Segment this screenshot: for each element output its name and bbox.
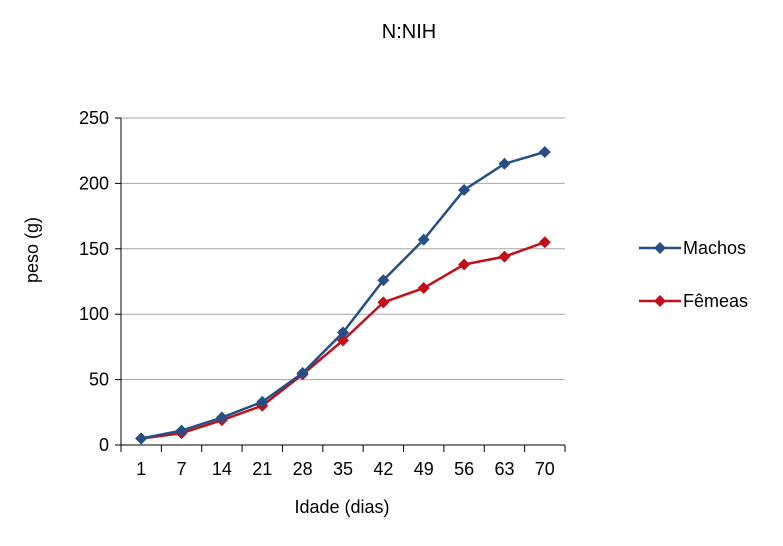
series-1: [135, 236, 551, 445]
data-point: [417, 233, 430, 246]
y-tick-label: 0: [99, 435, 109, 455]
data-point: [538, 146, 551, 159]
x-axis-title: Idade (dias): [294, 497, 389, 517]
x-tick-label: 35: [333, 459, 353, 479]
legend-label: Fêmeas: [683, 291, 748, 311]
gridlines: [121, 117, 565, 381]
x-tick-label: 7: [177, 459, 187, 479]
legend-swatch-marker: [654, 295, 666, 307]
x-tick-labels: 1 7 14 21 28 35 42 49 56 63 70: [136, 459, 555, 479]
x-tick-label: 42: [373, 459, 393, 479]
data-point: [215, 411, 228, 424]
data-point: [135, 432, 148, 445]
data-point: [337, 334, 349, 347]
y-tick-label: 100: [79, 304, 109, 324]
data-series: [135, 146, 551, 445]
chart-title: N:NIH: [382, 21, 436, 43]
legend-swatch-marker: [654, 242, 666, 254]
legend-entry: Fêmeas: [639, 291, 748, 311]
data-point: [377, 296, 390, 309]
data-point: [377, 274, 390, 287]
y-tick-label: 200: [79, 173, 109, 193]
data-point: [256, 395, 269, 408]
data-point: [458, 183, 471, 196]
y-tick-label: 150: [79, 239, 109, 259]
series-line: [140, 150, 546, 440]
data-point: [296, 367, 309, 380]
data-point: [175, 424, 188, 437]
y-tick-label: 250: [79, 108, 109, 128]
data-point: [538, 236, 551, 249]
x-tick-label: 63: [494, 459, 514, 479]
x-tick-label: 21: [252, 459, 272, 479]
x-tick-label: 1: [136, 459, 146, 479]
data-point: [337, 326, 349, 339]
axes: [115, 117, 566, 452]
y-axis-title: peso (g): [22, 217, 42, 283]
legend: Machos Fêmeas: [639, 238, 748, 311]
y-tick-labels: 0 50 100 150 200 250: [79, 108, 109, 455]
legend-label: Machos: [683, 238, 746, 258]
x-tick-label: 28: [293, 459, 313, 479]
legend-entry: Machos: [639, 238, 746, 258]
x-tick-label: 56: [454, 459, 474, 479]
data-point: [498, 157, 511, 170]
y-tick-label: 50: [89, 370, 109, 390]
series-0: [135, 146, 551, 445]
data-point: [498, 250, 511, 263]
x-tick-label: 49: [414, 459, 434, 479]
data-point: [458, 258, 471, 271]
x-tick-label: 14: [212, 459, 232, 479]
x-tick-label: 70: [535, 459, 555, 479]
data-point: [417, 282, 430, 295]
